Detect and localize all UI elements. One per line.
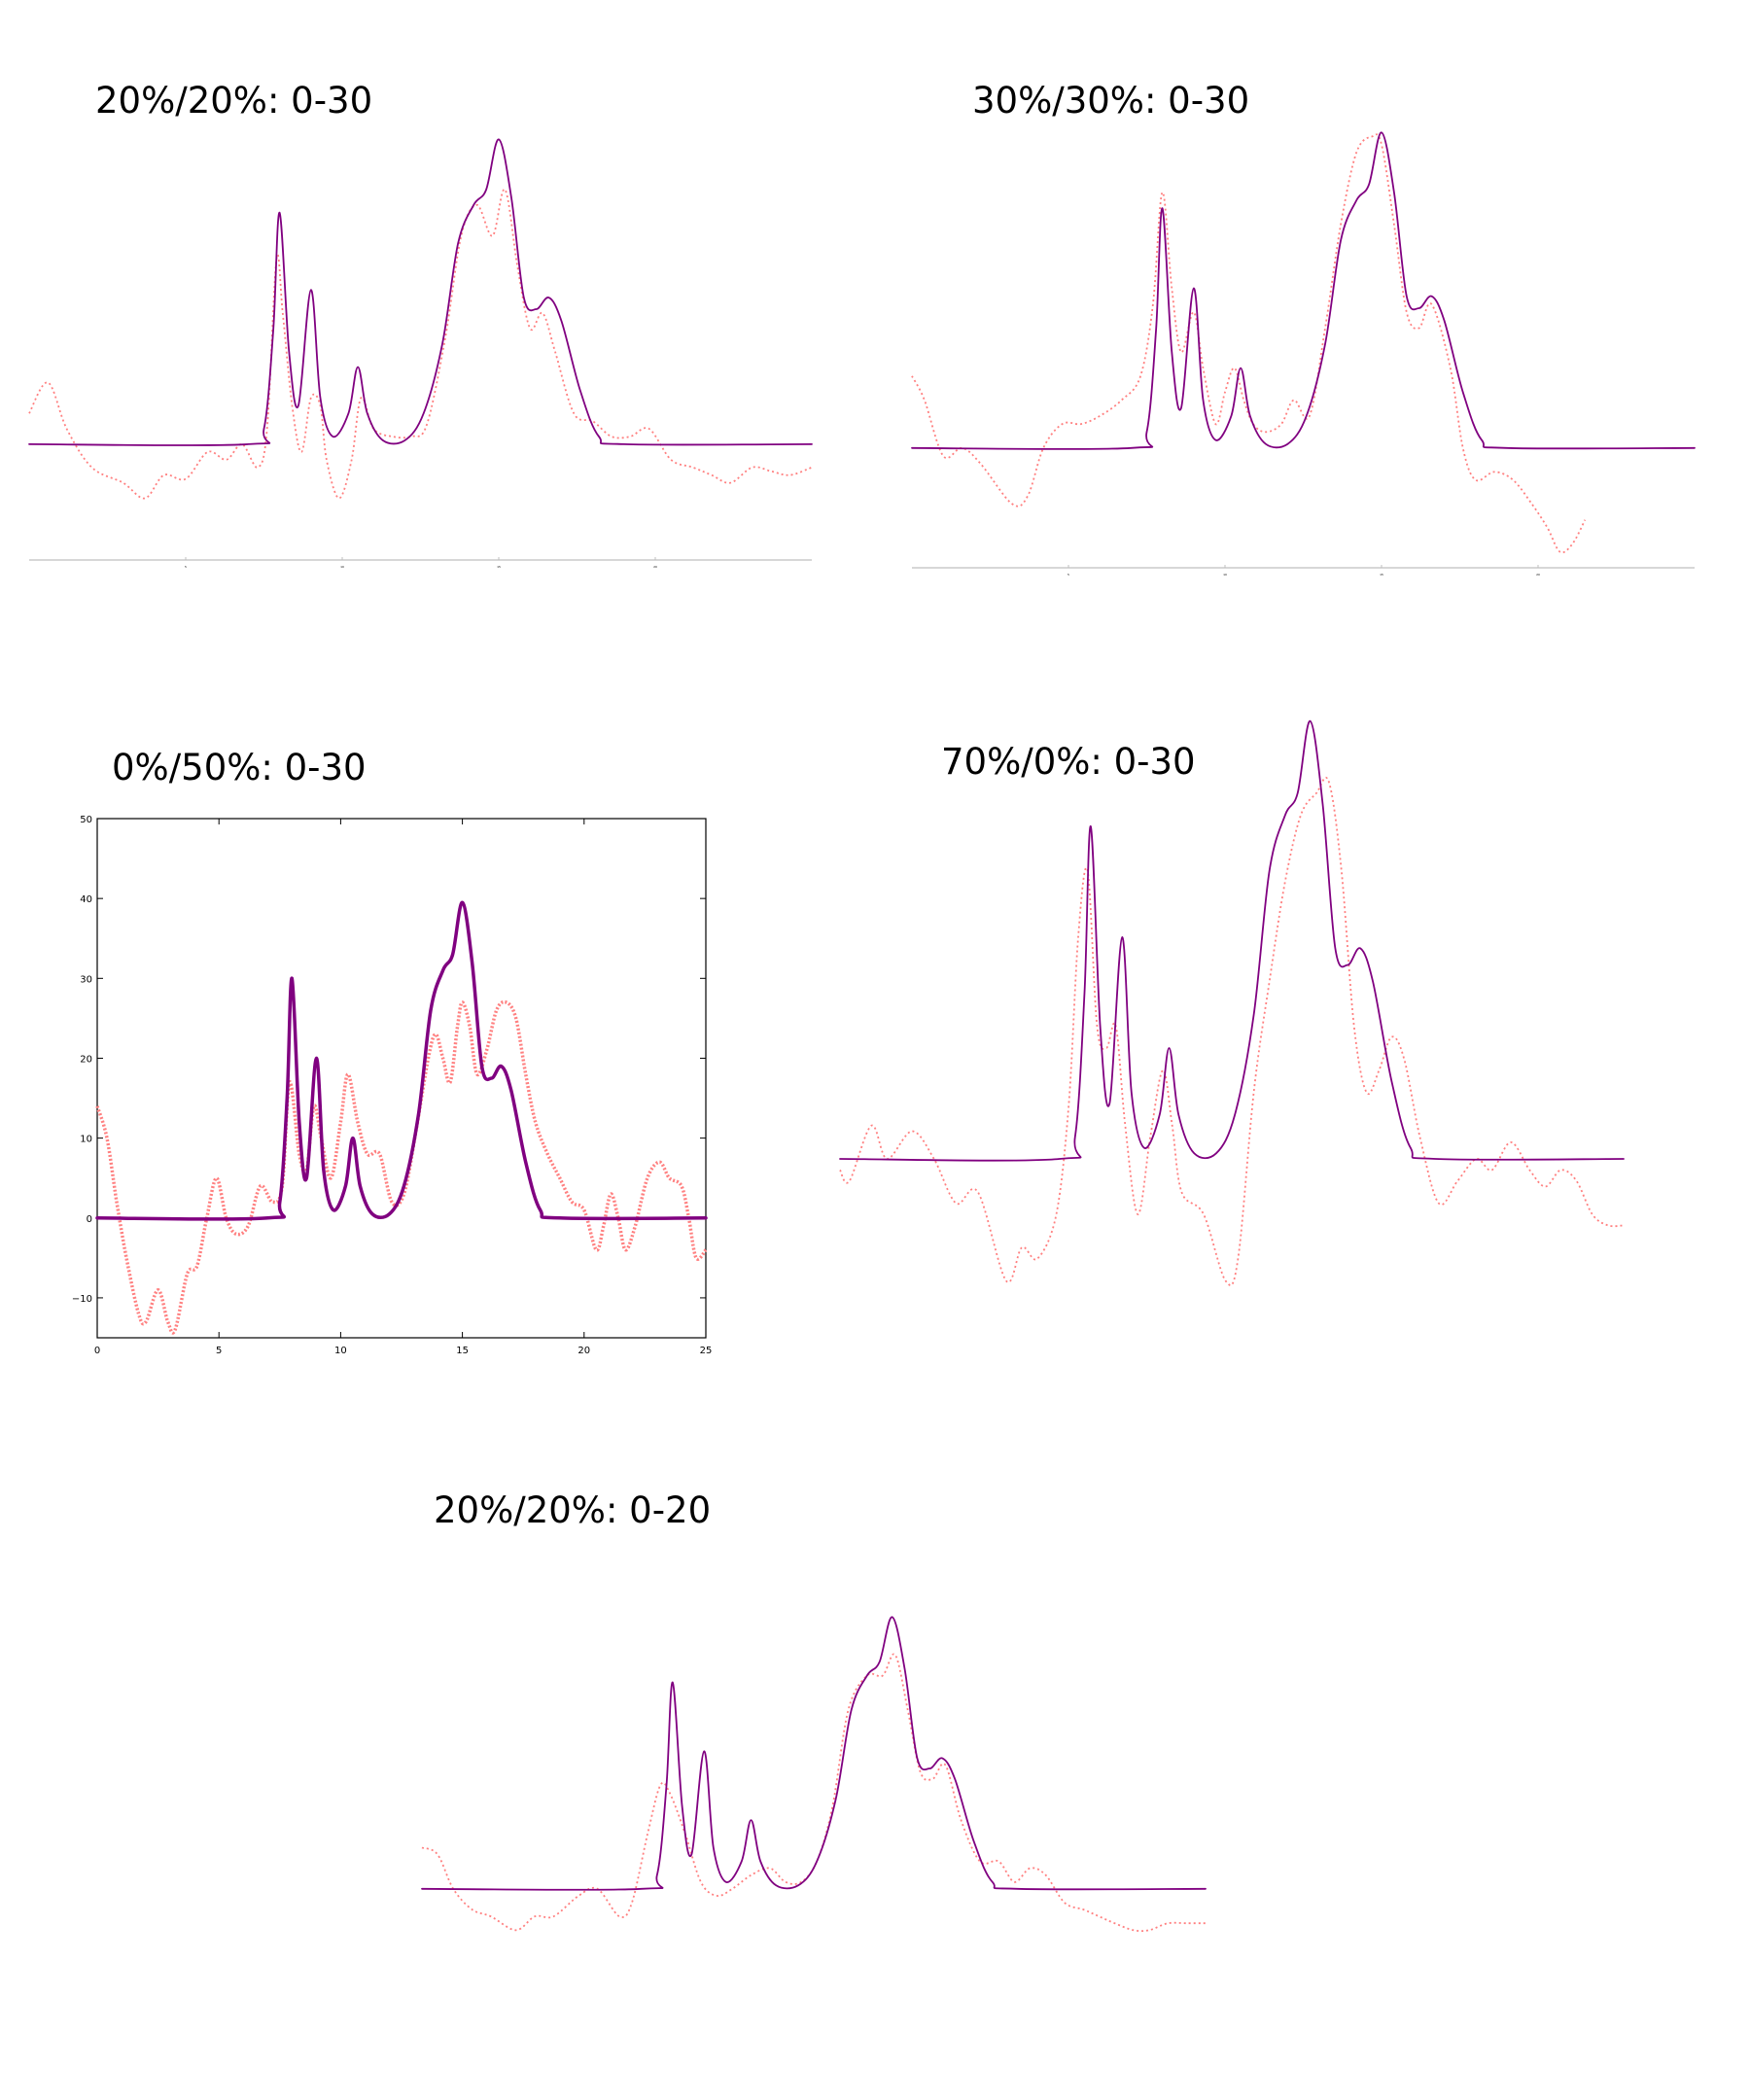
x-tick-label: 20: [578, 1346, 590, 1356]
chart-title-5: 20%/20%: 0-20: [434, 1489, 712, 1531]
x-tick-label: 5: [216, 1346, 222, 1356]
chart-title-2: 30%/30%: 0-30: [972, 80, 1250, 122]
series-line-original: [911, 131, 1696, 450]
x-tick-label: 0: [94, 1346, 100, 1356]
x-tick-label: 10: [334, 1346, 347, 1356]
series-line-original: [839, 719, 1625, 1162]
chart-title-3: 0%/50%: 0-30: [112, 747, 367, 788]
x-tick-label: 5: [185, 565, 187, 569]
y-tick-label: 0: [87, 1214, 92, 1225]
y-tick-label: 30: [80, 974, 92, 985]
x-tick-label: 5: [1068, 573, 1069, 577]
chart-title-1: 20%/20%: 0-30: [95, 80, 373, 122]
series-line-reconstructed: [95, 999, 708, 1335]
x-tick-label: 20: [653, 565, 657, 569]
y-tick-label: 10: [80, 1135, 92, 1145]
y-tick-label: 50: [80, 815, 92, 825]
series-line-reconstructed: [911, 133, 1587, 554]
series-line-reconstructed: [421, 1653, 1206, 1933]
series-line-original: [28, 138, 813, 446]
series-line-original: [421, 1616, 1207, 1891]
x-tick-label: 15: [456, 1346, 469, 1356]
x-tick-label: 15: [497, 565, 501, 569]
y-tick-label: −10: [72, 1294, 92, 1305]
chart-title-4: 70%/0%: 0-30: [941, 741, 1196, 783]
x-tick-label: 10: [1223, 573, 1227, 577]
x-tick-label: 15: [1380, 573, 1383, 577]
series-line-reconstructed: [839, 776, 1625, 1286]
y-tick-label: 20: [80, 1054, 92, 1065]
x-tick-label: 20: [1536, 573, 1540, 577]
x-tick-label: 25: [700, 1346, 713, 1356]
x-tick-label: 10: [340, 565, 344, 569]
plot-frame: [96, 818, 707, 1339]
series-line-original: [95, 900, 708, 1221]
y-tick-label: 40: [80, 894, 92, 905]
